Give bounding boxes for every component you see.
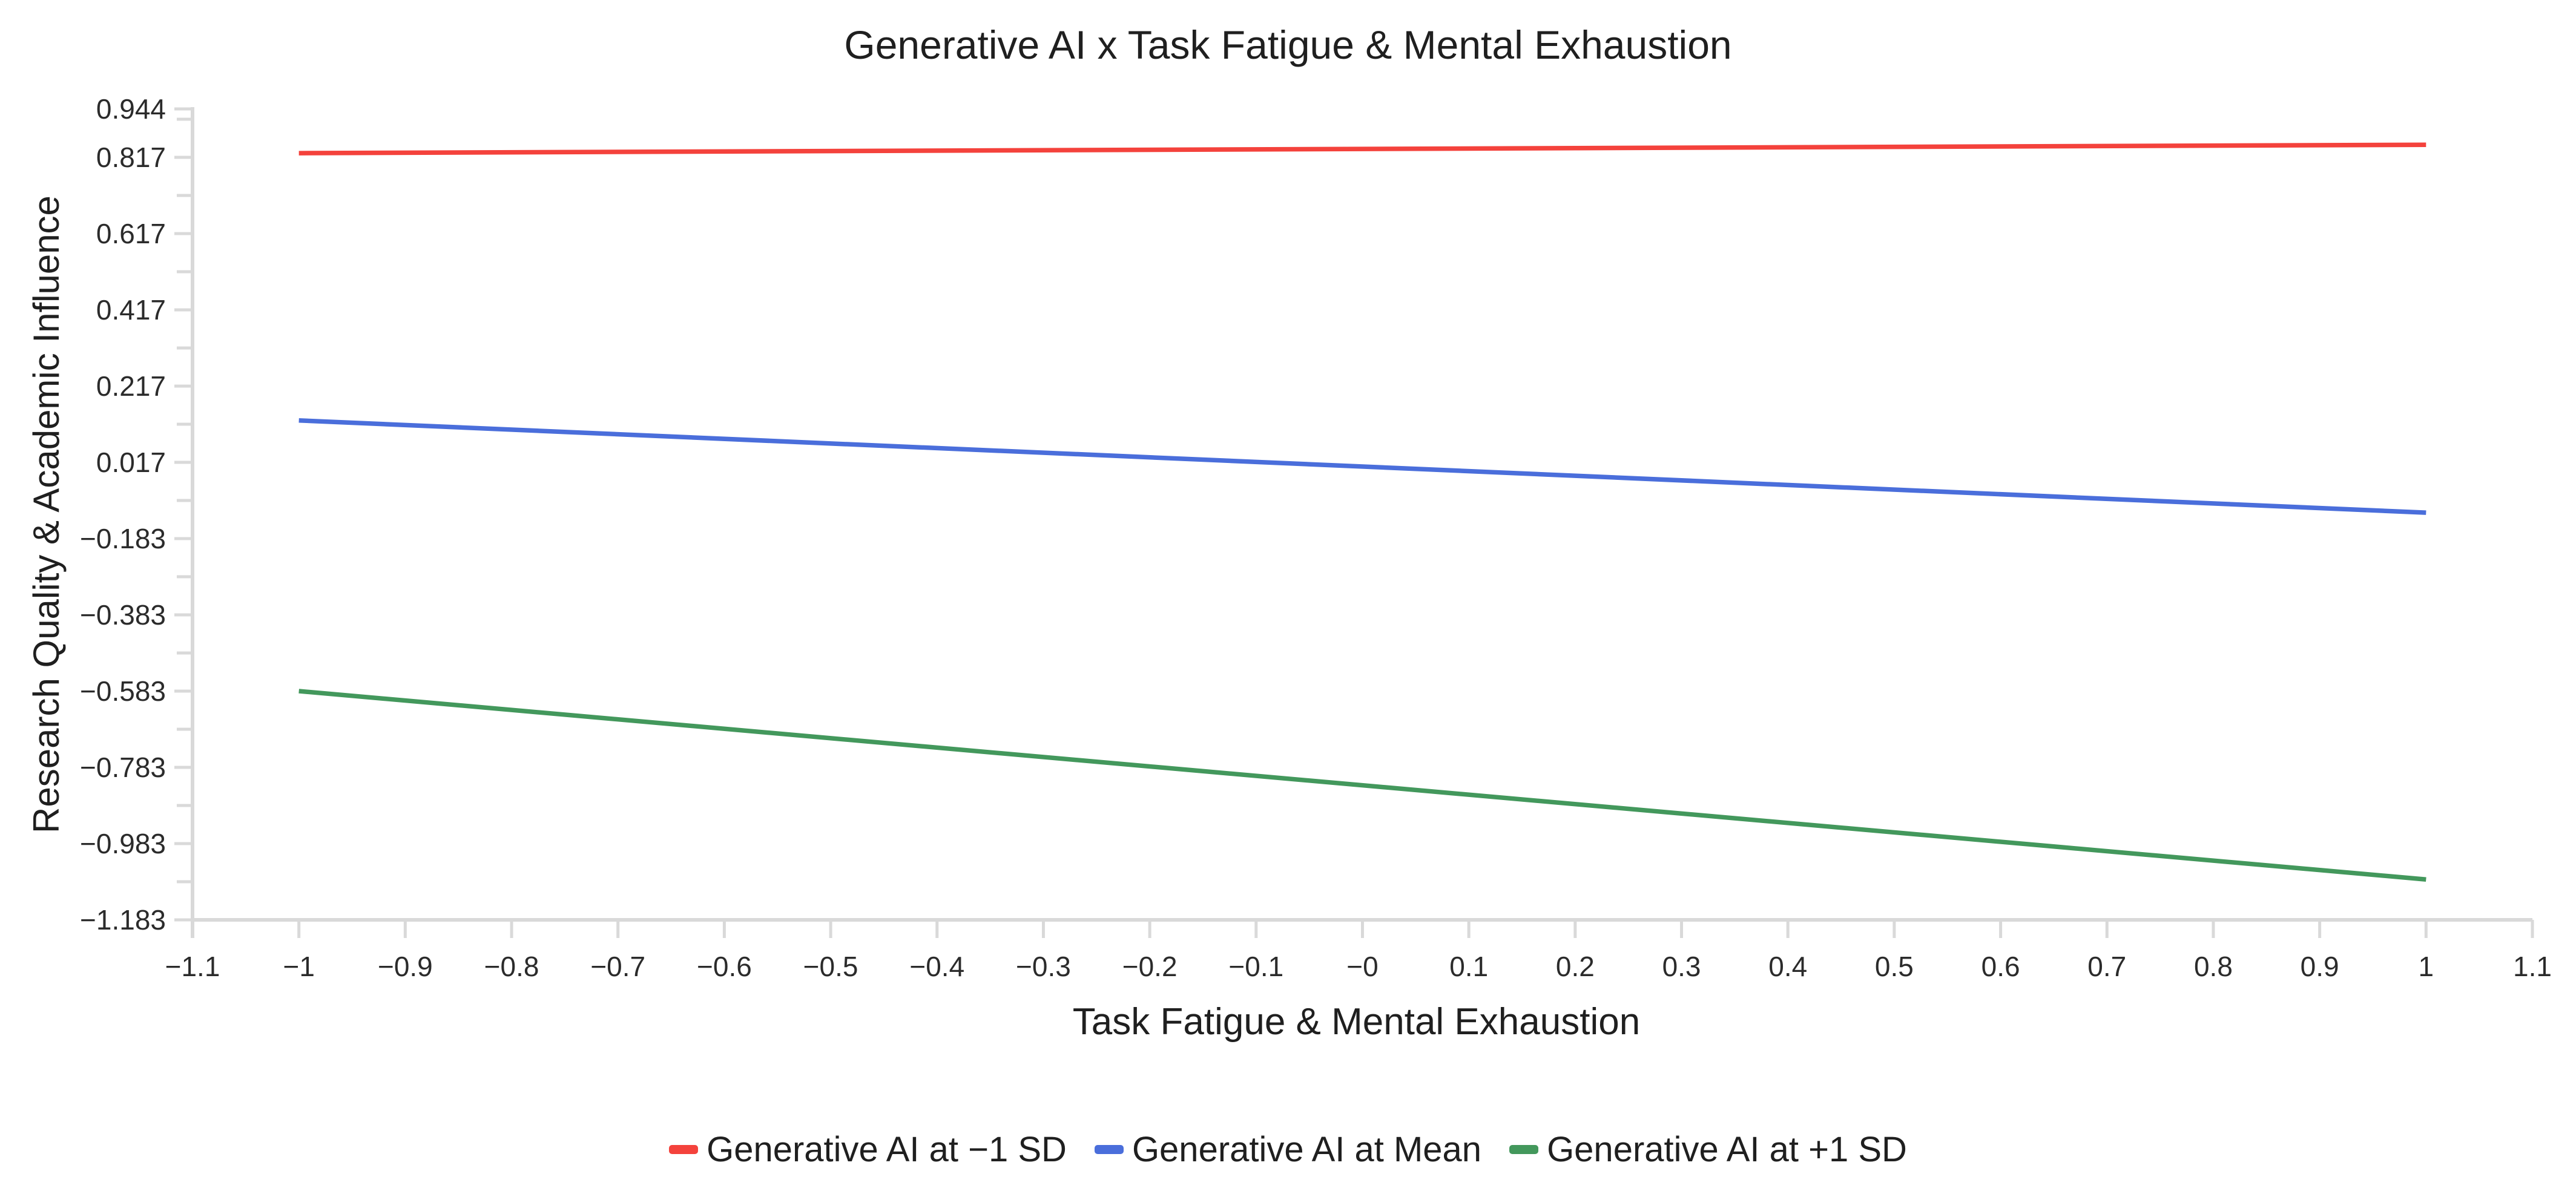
series-line-1 xyxy=(298,418,2426,515)
series-line-0 xyxy=(298,142,2426,156)
legend-item-minus-1sd: Generative AI at −1 SD xyxy=(669,1129,1067,1170)
legend-item-plus-1sd: Generative AI at +1 SD xyxy=(1509,1129,1907,1170)
x-tick-label: −0.9 xyxy=(378,951,433,982)
y-tick-label: −0.183 xyxy=(80,523,166,554)
series-line-2 xyxy=(298,689,2426,882)
legend: Generative AI at −1 SD Generative AI at … xyxy=(0,1129,2576,1170)
y-tick-label: −1.183 xyxy=(80,904,166,936)
x-tick-label: 0.6 xyxy=(1981,951,2020,982)
x-tick-label: −0.1 xyxy=(1228,951,1283,982)
x-tick-label: 0.7 xyxy=(2087,951,2126,982)
x-tick-label: 0.2 xyxy=(1556,951,1595,982)
legend-swatch-mean-icon xyxy=(1094,1145,1124,1154)
x-tick-label: −0.3 xyxy=(1016,951,1071,982)
x-tick-label: 0.3 xyxy=(1662,951,1701,982)
y-tick-label: −0.783 xyxy=(80,752,166,783)
legend-swatch-plus-1sd-icon xyxy=(1509,1145,1539,1154)
x-tick-label: −0.6 xyxy=(697,951,752,982)
legend-swatch-minus-1sd-icon xyxy=(669,1145,699,1154)
x-tick-label: 1.1 xyxy=(2513,951,2552,982)
y-tick-label: 0.417 xyxy=(96,294,166,326)
x-tick-label: 0.4 xyxy=(1768,951,1807,982)
x-tick-label: −1 xyxy=(283,951,314,982)
y-tick-label: −0.383 xyxy=(80,599,166,631)
x-tick-label: −0.8 xyxy=(484,951,539,982)
legend-item-mean: Generative AI at Mean xyxy=(1094,1129,1482,1170)
y-tick-label: −0.583 xyxy=(80,675,166,707)
x-tick-label: −0.5 xyxy=(803,951,858,982)
y-tick-label: 0.617 xyxy=(96,218,166,249)
y-tick-label: 0.817 xyxy=(96,142,166,173)
y-tick-label: 0.017 xyxy=(96,447,166,478)
chart-title: Generative AI x Task Fatigue & Mental Ex… xyxy=(844,22,1732,67)
x-tick-label: 1 xyxy=(2419,951,2434,982)
x-tick-label: 0.1 xyxy=(1449,951,1488,982)
y-tick-label: 0.217 xyxy=(96,370,166,402)
legend-label-plus-1sd: Generative AI at +1 SD xyxy=(1547,1130,1907,1169)
legend-label-minus-1sd: Generative AI at −1 SD xyxy=(707,1130,1067,1169)
x-tick-label: 0.5 xyxy=(1875,951,1914,982)
x-tick-label: −0 xyxy=(1346,951,1378,982)
y-tick-label: 0.944 xyxy=(96,93,166,125)
x-tick-label: 0.9 xyxy=(2301,951,2339,982)
x-tick-label: 0.8 xyxy=(2194,951,2233,982)
x-axis-title: Task Fatigue & Mental Exhaustion xyxy=(1072,1001,1641,1043)
x-tick-label: −1.1 xyxy=(165,951,220,982)
x-tick-label: −0.4 xyxy=(909,951,964,982)
x-tick-label: −0.7 xyxy=(590,951,645,982)
x-tick-label: −0.2 xyxy=(1122,951,1178,982)
y-tick-label: −0.983 xyxy=(80,828,166,859)
legend-label-mean: Generative AI at Mean xyxy=(1132,1130,1482,1169)
